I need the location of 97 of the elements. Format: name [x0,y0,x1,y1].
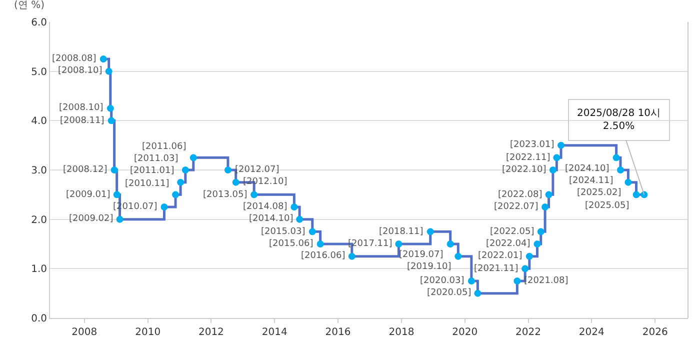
point [290,204,298,210]
x-tick-label: 2020 [452,327,478,338]
annotation: [2011.01] [130,166,174,176]
point [558,142,565,149]
annotation: [2014.10] [249,214,294,224]
annotation: [2018.11] [379,227,424,237]
annotation: [2025.05] [585,201,630,211]
annotation: [2021.08] [524,276,568,286]
annotation: [2017.11] [348,239,392,249]
x-tick-label: 2024 [578,327,604,338]
annotation: [2024.10] [565,164,610,174]
annotation: [2011.06] [142,142,186,152]
annotation: [2022.10] [502,165,546,175]
point [549,166,556,174]
point [105,68,112,75]
annotation: [2022.01] [478,251,522,261]
y-tick-label: 3.0 [31,166,47,176]
point [116,216,124,223]
annotation: [2008.10] [58,66,102,76]
y-tick-label: 2.0 [31,214,47,226]
point [446,240,454,248]
point [172,191,180,198]
x-tick-label: 2014 [262,327,288,338]
point [612,154,620,162]
annotation: [2010.11] [125,179,170,189]
point [100,56,107,62]
y-axis-title: (연 %) [14,0,45,11]
annotation: [2016.06] [301,251,346,261]
point [514,278,521,284]
point [545,191,552,198]
annotation: [2022.04] [486,239,530,249]
point [624,178,632,186]
x-tick-label: 2018 [388,327,414,338]
annotation: [2008.11] [60,116,104,126]
point [308,228,316,236]
annotation: 2025/08/28 10시 2.50% [577,108,661,132]
annotation: [2014.08] [243,202,288,212]
point [108,117,115,124]
point [534,240,541,248]
annotation: [2013.05] [203,190,248,200]
point [232,178,240,186]
point [348,252,356,260]
x-tick-label: 2016 [325,327,351,338]
annotation: [2015.03] [261,227,306,237]
y-tick-label: 0.0 [31,314,47,324]
point [110,166,118,174]
point [160,204,168,210]
x-tick-label: 2012 [198,327,224,338]
point [522,265,529,272]
annotation: [2008.10] [59,103,104,113]
point [426,228,434,236]
x-tick-label: 2022 [516,327,542,338]
annotation: [2023.01] [510,140,554,150]
point [454,252,462,260]
x-tick-label: 2008 [72,327,98,338]
point [250,191,258,198]
y-tick-label: 5.0 [31,66,47,78]
annotation: [2020.03] [420,276,464,286]
annotation: [2019.10] [407,262,452,272]
x-tick-label: 2026 [642,327,668,338]
annotation: [2022.08] [498,190,542,200]
point [553,154,560,162]
point [177,178,184,186]
point [182,166,189,174]
point [395,240,402,248]
point [316,240,324,248]
y-tick-label: 6.0 [31,18,47,28]
point [224,166,232,174]
point [190,154,197,162]
point [106,104,114,112]
annotation: [2012.10] [243,177,288,187]
annotation: [2011.03] [134,154,178,164]
annotation: [2022.11] [506,153,550,163]
x-tick-label: 2010 [135,327,161,338]
point [526,252,533,260]
annotation: [2020.05] [427,288,472,298]
annotation: [2015.06] [269,239,314,249]
annotation: [2022.05] [490,227,534,237]
point [616,166,624,174]
point [632,191,640,198]
annotation: [2025.02] [577,188,622,198]
annotation: [2009.02] [69,214,114,224]
point [296,216,304,223]
point [542,204,549,210]
annotation: [2008.12] [63,165,108,175]
point [113,191,120,198]
annotation: [2021.11] [474,264,518,274]
point [468,278,475,284]
annotation: [2008.08] [52,54,96,64]
annotation: [2022.07] [494,202,538,212]
annotation: [2024.11] [569,176,614,186]
annotation: [2009.01] [66,190,110,200]
point [537,228,544,236]
point [474,290,482,297]
y-tick-label: 4.0 [31,116,47,128]
annotation: [2012.07] [235,165,280,175]
y-tick-label: 1.0 [31,264,47,276]
